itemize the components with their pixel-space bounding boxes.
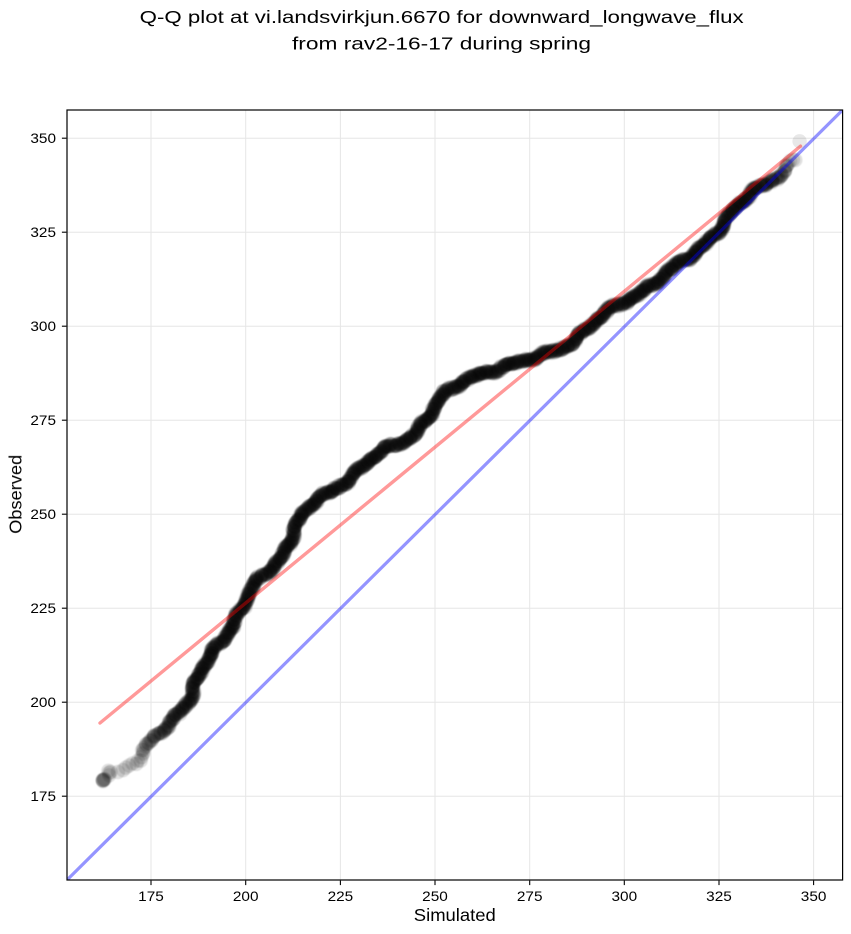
svg-text:175: 175	[138, 888, 164, 904]
svg-text:325: 325	[30, 224, 56, 240]
svg-text:275: 275	[517, 888, 543, 904]
svg-text:300: 300	[612, 888, 638, 904]
svg-text:250: 250	[422, 888, 448, 904]
svg-text:350: 350	[801, 888, 827, 904]
svg-text:from rav2-16-17 during spring: from rav2-16-17 during spring	[292, 33, 591, 53]
svg-text:275: 275	[30, 412, 56, 428]
svg-text:Simulated: Simulated	[414, 905, 496, 925]
svg-text:325: 325	[706, 888, 732, 904]
svg-text:300: 300	[30, 318, 56, 334]
svg-text:175: 175	[30, 788, 56, 804]
svg-text:Q-Q plot at vi.landsvirkjun.66: Q-Q plot at vi.landsvirkjun.6670 for dow…	[140, 7, 744, 28]
svg-text:200: 200	[233, 888, 259, 904]
svg-text:Observed: Observed	[6, 455, 26, 534]
svg-text:200: 200	[30, 694, 56, 710]
svg-text:350: 350	[30, 130, 56, 146]
svg-text:225: 225	[30, 600, 56, 616]
svg-text:225: 225	[328, 888, 354, 904]
svg-text:250: 250	[30, 506, 56, 522]
